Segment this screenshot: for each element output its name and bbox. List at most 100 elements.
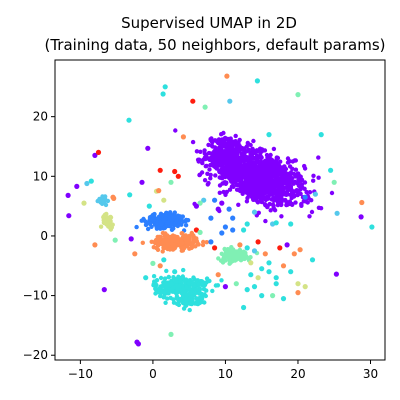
point bbox=[158, 211, 164, 216]
point bbox=[266, 269, 272, 275]
point bbox=[175, 213, 181, 218]
cluster-3 bbox=[140, 230, 209, 254]
point bbox=[167, 247, 173, 252]
point bbox=[149, 224, 154, 229]
point bbox=[154, 245, 159, 251]
point bbox=[166, 220, 171, 225]
point bbox=[201, 197, 207, 203]
point bbox=[228, 136, 233, 141]
point bbox=[268, 208, 273, 213]
point bbox=[150, 260, 156, 266]
point bbox=[262, 187, 267, 192]
point bbox=[184, 285, 189, 290]
point bbox=[273, 220, 279, 226]
point bbox=[329, 190, 335, 196]
point bbox=[240, 191, 245, 196]
point bbox=[179, 222, 184, 227]
point bbox=[100, 198, 105, 203]
point bbox=[153, 291, 158, 296]
point bbox=[172, 236, 177, 241]
point bbox=[202, 300, 207, 305]
point bbox=[160, 283, 165, 289]
point bbox=[259, 166, 265, 171]
point bbox=[311, 178, 316, 183]
point bbox=[256, 210, 261, 215]
point bbox=[228, 172, 233, 177]
point bbox=[280, 178, 286, 183]
point bbox=[128, 236, 134, 242]
point bbox=[237, 242, 243, 248]
point bbox=[161, 197, 167, 203]
point bbox=[224, 160, 229, 165]
point bbox=[257, 146, 263, 151]
point bbox=[280, 296, 287, 302]
point bbox=[186, 280, 192, 286]
point bbox=[260, 193, 265, 199]
point bbox=[155, 216, 160, 221]
point bbox=[230, 165, 235, 171]
point bbox=[164, 244, 169, 249]
point bbox=[164, 268, 169, 274]
point bbox=[157, 263, 163, 269]
point bbox=[151, 274, 157, 279]
point bbox=[255, 239, 261, 245]
point bbox=[277, 245, 283, 251]
x-tick-label: 10 bbox=[218, 367, 233, 381]
point bbox=[209, 162, 214, 168]
point bbox=[172, 168, 178, 175]
point bbox=[150, 217, 155, 222]
points-layer bbox=[65, 73, 375, 347]
point bbox=[273, 179, 278, 184]
point bbox=[242, 162, 248, 167]
point bbox=[149, 239, 154, 244]
point bbox=[171, 275, 176, 280]
point bbox=[184, 243, 190, 249]
point bbox=[158, 293, 163, 299]
point bbox=[288, 269, 294, 275]
point bbox=[223, 247, 228, 253]
point bbox=[242, 146, 247, 151]
point bbox=[230, 151, 236, 156]
point bbox=[215, 206, 221, 212]
point bbox=[241, 181, 246, 186]
point bbox=[233, 166, 238, 171]
point bbox=[217, 183, 223, 188]
point bbox=[224, 73, 230, 79]
point bbox=[163, 280, 168, 286]
point bbox=[175, 223, 180, 229]
point bbox=[244, 245, 250, 251]
point bbox=[271, 191, 276, 196]
point bbox=[74, 183, 80, 189]
point bbox=[153, 287, 160, 293]
point bbox=[272, 167, 278, 172]
point bbox=[276, 185, 281, 191]
point bbox=[208, 215, 214, 221]
point bbox=[284, 199, 289, 204]
point bbox=[291, 171, 296, 176]
point bbox=[126, 117, 132, 123]
point bbox=[108, 227, 114, 232]
point bbox=[256, 154, 261, 159]
point bbox=[280, 263, 287, 269]
point bbox=[139, 179, 145, 185]
point bbox=[84, 180, 90, 187]
point bbox=[219, 230, 225, 236]
x-tick-label: 20 bbox=[290, 367, 305, 381]
point bbox=[243, 157, 248, 163]
point bbox=[196, 282, 201, 287]
point bbox=[92, 152, 98, 158]
point bbox=[221, 130, 226, 136]
point bbox=[230, 227, 236, 233]
point bbox=[284, 242, 290, 248]
point bbox=[156, 188, 162, 194]
point bbox=[190, 98, 196, 104]
point bbox=[160, 91, 166, 97]
point bbox=[198, 149, 203, 154]
point bbox=[304, 189, 309, 195]
point bbox=[180, 134, 186, 140]
point bbox=[302, 194, 308, 200]
point bbox=[270, 293, 276, 299]
point bbox=[272, 208, 278, 213]
point bbox=[271, 198, 277, 203]
point bbox=[245, 140, 250, 146]
